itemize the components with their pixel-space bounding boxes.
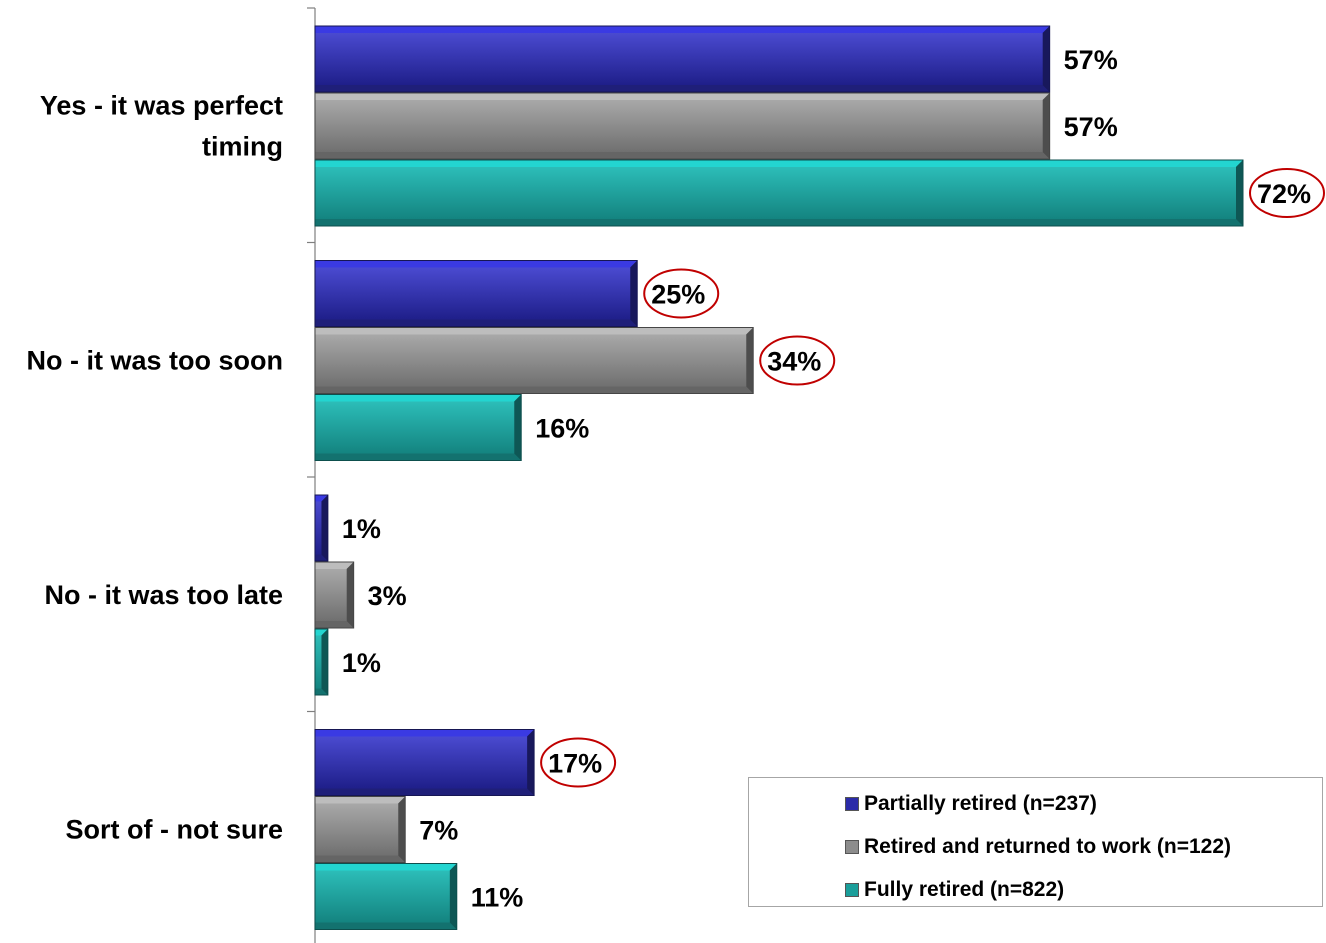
bar-yes-it-was-perfect-timing-partially-retired-n-237 xyxy=(314,25,1051,93)
value-label-sort-of-not-sure-fully-retired-n-822: 11% xyxy=(471,883,524,913)
legend-label-fully-retired: Fully retired (n=822) xyxy=(864,878,1065,901)
value-label-no-it-was-too-soon-fully-retired-n-822: 16% xyxy=(535,414,589,444)
value-label-yes-it-was-perfect-timing-partially-retired-n-237: 57% xyxy=(1064,45,1118,75)
value-label-no-it-was-too-soon-retired-and-returned-to-work-n-122: 34% xyxy=(767,347,821,377)
bar-no-it-was-too-late-retired-and-returned-to-work-n-122 xyxy=(314,561,355,629)
legend-label-partially-retired: Partially retired (n=237) xyxy=(864,792,1097,815)
bar-yes-it-was-perfect-timing-fully-retired-n-822 xyxy=(314,159,1244,227)
highlight-circle-yes-it-was-perfect-timing-fully-retired-n-822 xyxy=(1249,168,1325,218)
category-label-yes-it-was-perfect-timing-line-2: timing xyxy=(202,132,283,162)
bar-sort-of-not-sure-fully-retired-n-822 xyxy=(314,863,458,930)
bar-no-it-was-too-soon-fully-retired-n-822 xyxy=(314,394,522,461)
bar-no-it-was-too-soon-partially-retired-n-237 xyxy=(314,260,638,327)
value-label-no-it-was-too-late-fully-retired-n-822: 1% xyxy=(342,648,381,678)
legend-item-fully-retired: Fully retired (n=822) xyxy=(845,878,1064,902)
highlight-circle-no-it-was-too-soon-retired-and-returned-to-work-n-122 xyxy=(759,335,836,386)
bar-no-it-was-too-late-fully-retired-n-822 xyxy=(314,628,329,696)
value-label-sort-of-not-sure-retired-and-returned-to-work-n-122: 7% xyxy=(419,816,458,846)
highlight-circle-sort-of-not-sure-partially-retired-n-237 xyxy=(540,737,617,788)
y-axis xyxy=(307,7,316,943)
legend-item-retired-returned: Retired and returned to work (n=122) xyxy=(845,835,1231,859)
value-label-no-it-was-too-soon-partially-retired-n-237: 25% xyxy=(651,280,705,310)
highlight-circle-no-it-was-too-soon-partially-retired-n-237 xyxy=(643,268,720,319)
legend-swatch-retired-returned xyxy=(845,840,859,854)
category-label-no-it-was-too-soon: No - it was too soon xyxy=(27,346,284,376)
category-label-yes-it-was-perfect-timing-line-1: Yes - it was perfect xyxy=(40,91,283,121)
legend-label-retired-returned: Retired and returned to work (n=122) xyxy=(864,835,1231,858)
bar-sort-of-not-sure-partially-retired-n-237 xyxy=(314,729,535,796)
value-label-yes-it-was-perfect-timing-retired-and-returned-to-work-n-122: 57% xyxy=(1064,112,1118,142)
labels: Yes - it was perfect timing 57% 57% 72% No - … xyxy=(27,45,1325,913)
legend-swatch-fully-retired xyxy=(845,883,859,897)
category-label-sort-of-not-sure: Sort of - not sure xyxy=(66,815,284,845)
legend-item-partially-retired: Partially retired (n=237) xyxy=(845,792,1097,816)
legend-swatch-partially-retired xyxy=(845,797,859,811)
category-label-no-it-was-too-late: No - it was too late xyxy=(44,580,283,610)
value-label-no-it-was-too-late-partially-retired-n-237: 1% xyxy=(342,514,381,544)
bar-no-it-was-too-late-partially-retired-n-237 xyxy=(314,494,329,562)
bar-sort-of-not-sure-retired-and-returned-to-work-n-122 xyxy=(314,796,406,863)
value-label-sort-of-not-sure-partially-retired-n-237: 17% xyxy=(548,749,602,779)
value-label-yes-it-was-perfect-timing-fully-retired-n-822: 72% xyxy=(1257,179,1311,209)
bars xyxy=(314,25,1244,930)
bar-yes-it-was-perfect-timing-retired-and-returned-to-work-n-122 xyxy=(314,92,1051,160)
value-label-no-it-was-too-late-retired-and-returned-to-work-n-122: 3% xyxy=(368,581,407,611)
legend: Partially retired (n=237) Retired and re… xyxy=(748,777,1323,907)
bar-no-it-was-too-soon-retired-and-returned-to-work-n-122 xyxy=(314,327,754,394)
